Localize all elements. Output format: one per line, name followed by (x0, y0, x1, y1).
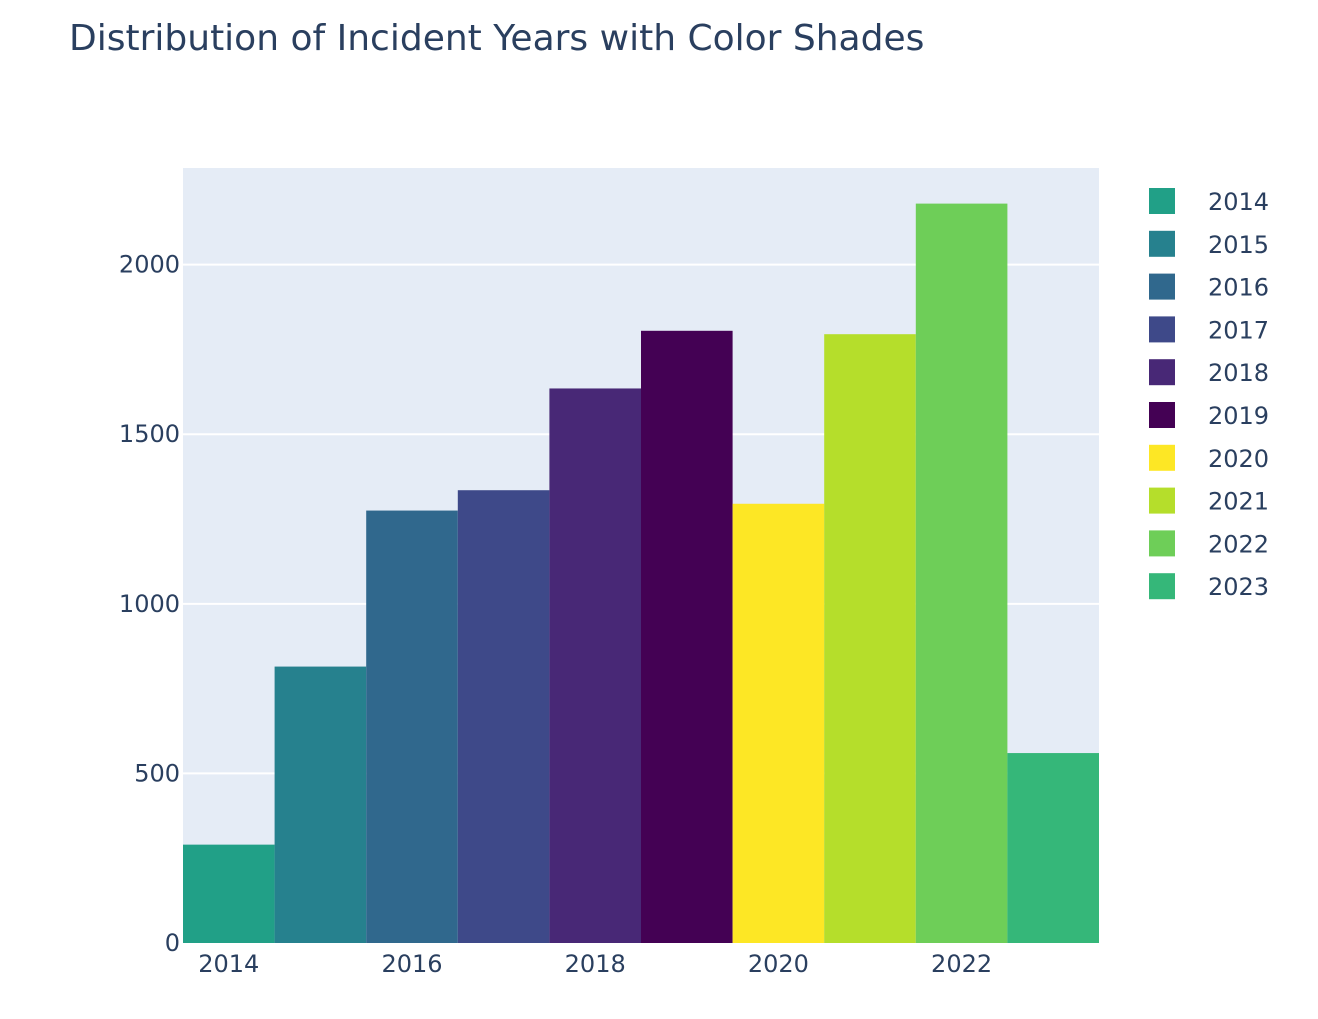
legend-item-2021[interactable]: 2021 (1149, 487, 1269, 516)
legend-label: 2016 (1208, 274, 1269, 302)
bar-2019[interactable] (641, 330, 733, 943)
legend-label: 2020 (1208, 445, 1269, 473)
bar-2020[interactable] (732, 503, 825, 943)
bar-2018[interactable] (549, 388, 641, 943)
bar-2017[interactable] (457, 490, 550, 943)
bar-2016[interactable] (366, 510, 458, 943)
legend-swatch (1149, 273, 1175, 300)
legend[interactable]: 2014 2015 2016 2017 2018 2019 2020 2021 2022 2023 (1149, 188, 1269, 601)
chart-title: Distribution of Incident Years with Colo… (69, 18, 925, 59)
legend-item-2014[interactable]: 2014 (1149, 188, 1269, 216)
legend-item-2022[interactable]: 2022 (1149, 530, 1269, 558)
legend-swatch (1149, 487, 1175, 514)
x-tick-label: 2016 (381, 950, 442, 978)
legend-item-2019[interactable]: 2019 (1149, 402, 1269, 430)
legend-label: 2019 (1208, 402, 1269, 430)
bars (183, 203, 1099, 944)
legend-swatch (1149, 359, 1175, 386)
legend-swatch (1149, 402, 1175, 428)
x-axis-ticks: 2014 2016 2018 2020 2022 (198, 950, 992, 978)
x-tick-label: 2018 (565, 950, 626, 978)
y-tick-label: 2000 (119, 251, 180, 279)
bar-2021[interactable] (824, 334, 916, 943)
bar-2014[interactable] (183, 844, 275, 943)
legend-item-2023[interactable]: 2023 (1149, 573, 1269, 601)
legend-swatch (1149, 230, 1175, 257)
legend-swatch (1149, 316, 1175, 343)
legend-swatch (1149, 188, 1175, 214)
y-axis-ticks: 0 500 1000 1500 2000 (119, 251, 180, 957)
legend-item-2018[interactable]: 2018 (1149, 359, 1269, 387)
legend-item-2017[interactable]: 2017 (1149, 316, 1269, 344)
x-tick-label: 2022 (931, 950, 992, 978)
y-tick-label: 1000 (119, 590, 180, 618)
legend-label: 2015 (1208, 231, 1269, 259)
x-tick-label: 2020 (748, 950, 809, 978)
legend-swatch (1149, 573, 1175, 600)
legend-label: 2017 (1208, 316, 1269, 344)
legend-label: 2014 (1208, 188, 1269, 216)
legend-label: 2018 (1208, 359, 1269, 387)
bar-2015[interactable] (274, 666, 367, 943)
legend-label: 2022 (1208, 530, 1269, 558)
legend-label: 2023 (1208, 573, 1269, 601)
y-tick-label: 500 (134, 759, 180, 787)
legend-item-2016[interactable]: 2016 (1149, 273, 1269, 302)
legend-swatch (1149, 444, 1175, 471)
y-tick-label: 0 (165, 929, 180, 957)
legend-swatch (1149, 530, 1175, 557)
bar-2023[interactable] (1007, 753, 1099, 943)
legend-item-2020[interactable]: 2020 (1149, 444, 1269, 473)
legend-item-2015[interactable]: 2015 (1149, 230, 1269, 259)
bar-2022[interactable] (915, 203, 1008, 944)
legend-label: 2021 (1208, 488, 1269, 516)
x-tick-label: 2014 (198, 950, 259, 978)
y-tick-label: 1500 (119, 420, 180, 448)
